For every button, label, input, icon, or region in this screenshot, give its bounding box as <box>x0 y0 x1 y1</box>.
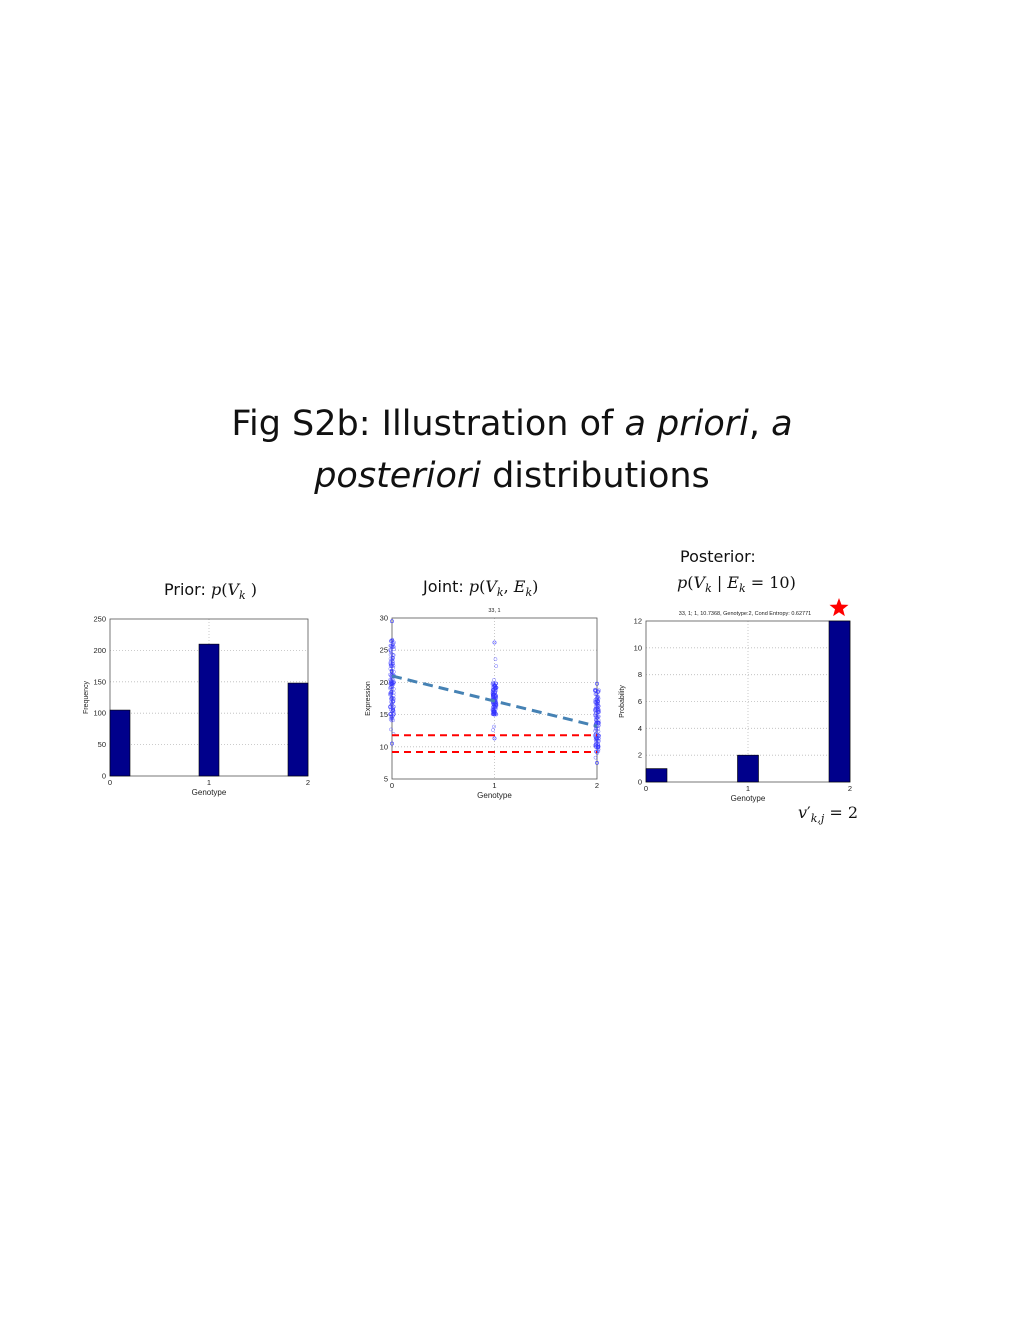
joint-chart-title: 33, 1 <box>488 608 500 614</box>
prior-ytick-label: 200 <box>93 646 106 655</box>
joint-ylabel: Expression <box>365 681 372 716</box>
prior-ytick-label: 50 <box>98 740 106 749</box>
joint-ytick-label: 15 <box>380 710 388 719</box>
joint-xtick-label: 2 <box>595 781 599 790</box>
posterior-bar <box>829 621 850 782</box>
joint-chart: 5 10 15 20 25 30 0 1 2 Genotype Expression 33, 1 <box>365 608 601 800</box>
prior-ytick-label: 250 <box>93 615 106 624</box>
prior-bar <box>110 710 130 776</box>
posterior-ytick-label: 0 <box>638 778 642 787</box>
posterior-ytick-label: 6 <box>638 697 642 706</box>
posterior-xlabel: Genotype <box>731 794 766 803</box>
star-icon <box>829 598 848 616</box>
prior-bar <box>288 683 308 776</box>
prior-chart: 0 50 100 150 200 250 0 1 2 Genotype Frequency <box>83 615 310 798</box>
joint-ytick-label: 30 <box>380 614 388 623</box>
prior-ytick-label: 100 <box>93 709 106 718</box>
joint-point <box>494 658 497 661</box>
joint-point <box>491 728 494 731</box>
posterior-bar <box>646 769 667 782</box>
posterior-xtick-label: 2 <box>848 784 852 793</box>
prior-xtick-label: 1 <box>207 778 211 787</box>
posterior-ytick-label: 8 <box>638 670 642 679</box>
prior-xlabel: Genotype <box>192 788 227 797</box>
posterior-ytick-label: 4 <box>638 724 642 733</box>
joint-xtick-label: 0 <box>390 781 394 790</box>
prior-xtick-label: 0 <box>108 778 112 787</box>
joint-ytick-label: 25 <box>380 646 388 655</box>
joint-point <box>495 664 498 667</box>
prior-ytick-label: 150 <box>93 677 106 686</box>
prior-xtick-label: 2 <box>306 778 310 787</box>
posterior-xtick-label: 0 <box>644 784 648 793</box>
prior-ytick-label: 0 <box>102 772 106 781</box>
prior-bar <box>199 644 219 776</box>
posterior-bar <box>738 755 759 782</box>
posterior-ylabel: Probability <box>619 685 626 718</box>
prior-ylabel: Frequency <box>83 680 90 714</box>
posterior-xtick-label: 1 <box>746 784 750 793</box>
posterior-ytick-label: 10 <box>634 643 642 652</box>
joint-xtick-label: 1 <box>492 781 496 790</box>
joint-point <box>492 725 495 728</box>
joint-ytick-label: 20 <box>380 678 388 687</box>
joint-xlabel: Genotype <box>477 791 512 800</box>
posterior-ytick-label: 12 <box>634 617 642 626</box>
joint-ytick-label: 10 <box>380 742 388 751</box>
posterior-chart-title: 33, 1; 1, 10.7368, Genotype:2, Cond Entr… <box>679 611 811 617</box>
posterior-ytick-label: 2 <box>638 751 642 760</box>
joint-ytick-label: 5 <box>384 775 388 784</box>
